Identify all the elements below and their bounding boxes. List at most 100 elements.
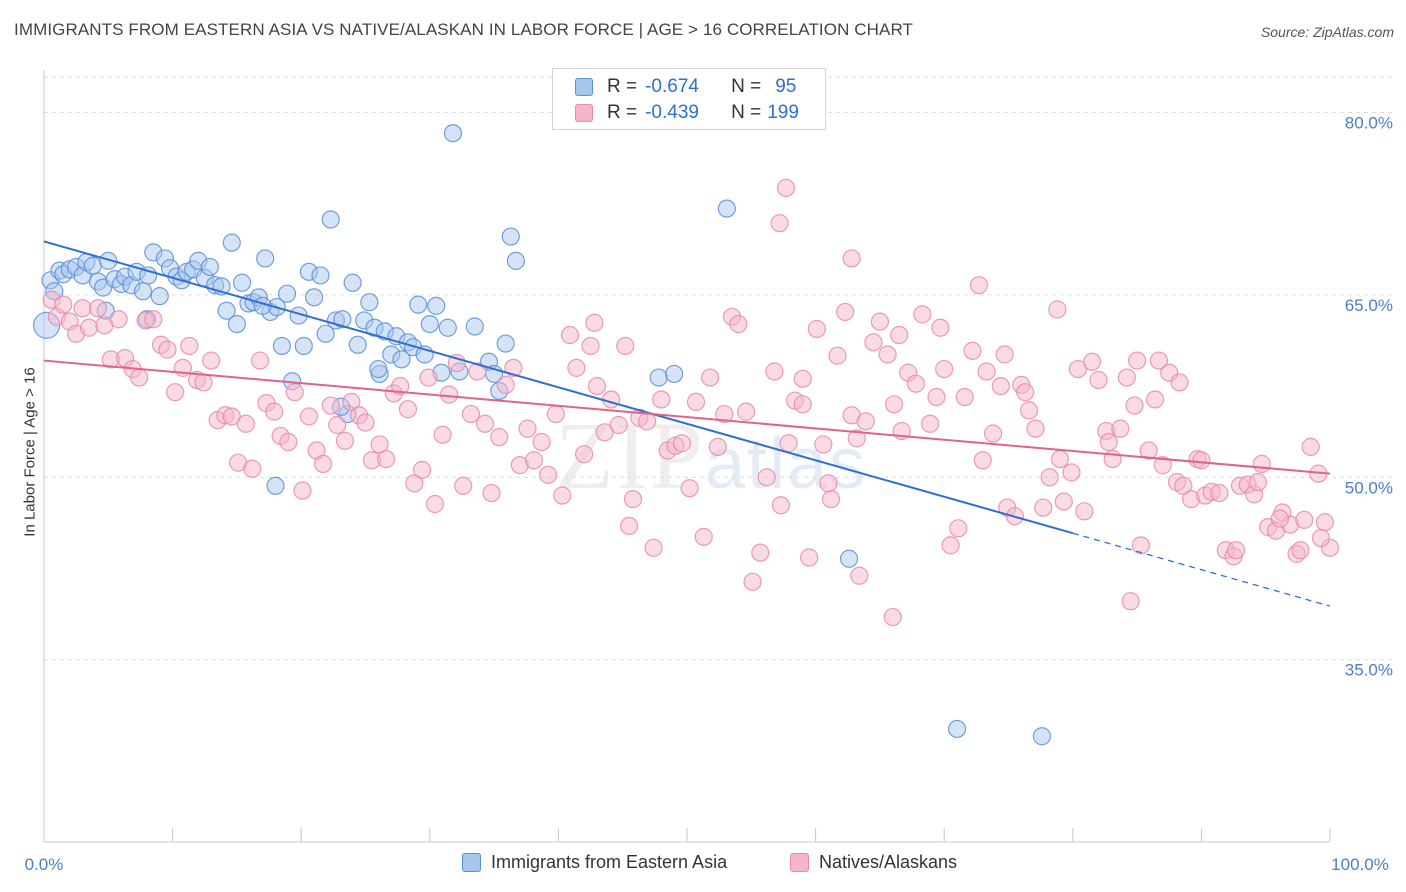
point-natives (1153, 456, 1172, 475)
point-natives (1034, 498, 1053, 517)
point-natives (870, 312, 890, 331)
point-natives (821, 490, 841, 509)
point-natives (560, 325, 580, 345)
y-tick-label: 80.0% (1345, 114, 1393, 133)
point-natives (1270, 509, 1289, 528)
point-eastern-asia (443, 124, 463, 143)
point-natives (1054, 492, 1073, 511)
legend-item-eastern-asia[interactable]: Immigrants from Eastern Asia (462, 852, 727, 873)
point-natives (973, 451, 992, 470)
point-natives (321, 396, 340, 415)
point-natives (1016, 383, 1035, 402)
point-natives (265, 402, 284, 421)
point-natives (708, 437, 727, 456)
legend-swatch-blue (462, 853, 481, 872)
point-natives (1121, 592, 1140, 611)
point-eastern-asia (227, 314, 246, 334)
point-natives (1252, 454, 1271, 474)
point-eastern-asia (420, 314, 439, 334)
point-eastern-asia (427, 296, 446, 315)
point-natives (793, 369, 812, 388)
point-natives (977, 362, 996, 381)
point-natives (836, 302, 855, 322)
point-natives (250, 351, 270, 370)
point-natives (890, 325, 909, 345)
point-natives (743, 572, 762, 591)
point-natives (1149, 351, 1169, 370)
point-natives (180, 336, 199, 356)
point-natives (293, 481, 312, 500)
x-tick-label-min: 0.0% (25, 855, 64, 874)
point-eastern-asia (222, 233, 241, 252)
point-natives (1131, 536, 1151, 555)
point-eastern-asia (839, 549, 859, 568)
point-natives (701, 368, 720, 387)
point-natives (927, 387, 946, 407)
point-eastern-asia (501, 227, 520, 246)
point-natives (1050, 449, 1070, 469)
point-natives (1295, 510, 1314, 529)
point-natives (1075, 502, 1094, 521)
point-natives (949, 519, 968, 538)
point-natives (935, 359, 954, 379)
point-natives (623, 490, 643, 509)
point-eastern-asia (717, 199, 736, 218)
point-natives (496, 375, 515, 394)
stats-n-value: 95 (775, 76, 797, 97)
point-natives (715, 404, 734, 424)
point-natives (807, 319, 826, 339)
point-natives (1111, 419, 1130, 438)
stats-r-label: R = (607, 76, 638, 97)
point-natives (236, 414, 256, 433)
point-natives (419, 368, 438, 387)
point-natives (883, 607, 902, 627)
point-natives (299, 407, 319, 426)
point-natives (864, 333, 883, 352)
point-natives (955, 387, 974, 407)
point-natives (991, 376, 1010, 396)
point-natives (553, 486, 572, 505)
point-eastern-asia (360, 293, 379, 312)
point-natives (398, 400, 418, 419)
point-natives (1146, 390, 1165, 409)
stats-row-natives: R = -0.439 N = 199 (575, 101, 799, 125)
point-natives (931, 318, 950, 337)
point-natives (1125, 396, 1144, 415)
point-eastern-asia (1032, 727, 1052, 746)
point-natives (433, 425, 452, 444)
point-eastern-asia (294, 336, 313, 356)
point-natives (602, 390, 621, 409)
point-eastern-asia (266, 476, 285, 495)
legend-label: Natives/Alaskans (819, 852, 958, 872)
point-natives (1019, 401, 1039, 420)
point-natives (79, 318, 99, 337)
point-natives (751, 543, 770, 562)
point-natives (1068, 359, 1088, 379)
point-natives (983, 424, 1003, 443)
point-eastern-asia (99, 251, 118, 270)
y-tick-label: 65.0% (1345, 296, 1393, 315)
point-natives (819, 474, 838, 493)
point-natives (1048, 300, 1067, 319)
point-natives (1089, 370, 1108, 390)
point-natives (737, 402, 756, 421)
point-natives (376, 449, 396, 469)
point-natives (468, 362, 487, 381)
point-natives (166, 383, 185, 402)
point-natives (88, 299, 108, 318)
stats-n-label: N = (731, 76, 762, 97)
point-eastern-asia (150, 287, 169, 306)
stats-n-label: N = (731, 102, 762, 123)
point-natives (828, 346, 847, 365)
point-natives (222, 407, 241, 426)
stats-r-value: -0.439 (645, 102, 699, 123)
point-natives (941, 536, 960, 555)
legend-swatch-pink (790, 853, 809, 872)
point-natives (194, 373, 213, 392)
point-natives (729, 314, 748, 334)
legend-item-natives[interactable]: Natives/Alaskans (790, 852, 957, 873)
point-natives (285, 383, 304, 402)
point-natives (913, 305, 932, 324)
point-natives (1210, 483, 1229, 503)
